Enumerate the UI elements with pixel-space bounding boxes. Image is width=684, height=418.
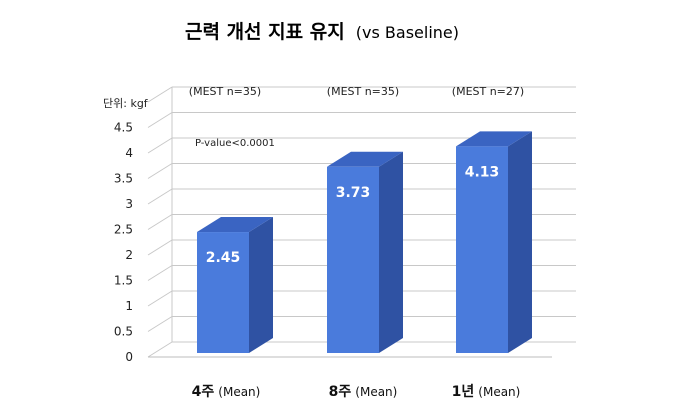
category-name: 8주 [329,384,352,400]
y-tick-label: 0.5 [114,325,133,339]
bar-top [456,131,532,147]
bar-front [197,232,249,353]
x-category-label: 8주 (Mean) [329,384,398,400]
gridline-wall [147,188,173,205]
category-suffix: (Mean) [355,385,397,399]
bars-layer: 2.45 3.73 4.13 [197,131,532,353]
chart-title-main: 근력 개선 지표 유지 [185,21,345,43]
category-name: 4주 [192,384,215,400]
category-labels: 4주 (Mean) 8주 (Mean) 1년 (Mean) [192,384,521,400]
y-tick-label: 2.5 [114,223,133,237]
gridline-wall [147,316,173,332]
sample-size-note: (MEST n=35) [189,85,261,98]
bar-side [249,217,273,353]
chart-title: 근력 개선 지표 유지 (vs Baseline) [185,21,459,43]
y-axis-ticks: 0 0.5 1 1.5 2 2.5 3 3.5 4 4.5 [114,121,133,365]
y-tick-label: 0 [125,350,133,364]
y-axis-unit-label: 단위: kgf [103,97,149,110]
y-tick-label: 1.5 [114,274,133,288]
gridline-wall [147,163,173,179]
x-category-label: 1년 (Mean) [452,384,521,400]
gridline-wall [147,341,173,358]
bar-value-label: 2.45 [206,250,241,266]
category-suffix: (Mean) [218,385,260,399]
bar-8주: 3.73 [327,151,403,353]
bar-side [379,151,403,353]
bar-front [456,146,508,353]
bar-1년: 4.13 [456,131,532,353]
y-tick-label: 1 [125,299,133,313]
sample-size-note: (MEST n=35) [327,85,399,98]
gridline-wall [147,239,173,256]
x-category-label: 4주 (Mean) [192,384,261,400]
y-tick-label: 3.5 [114,172,133,186]
category-name: 1년 [452,384,475,400]
bar-value-label: 4.13 [465,164,500,180]
bar-top [197,217,273,233]
bar-top [327,151,403,167]
gridline-wall [147,265,173,281]
y-tick-label: 4 [125,146,133,160]
bar-front [327,166,379,353]
gridline-wall [147,86,173,103]
chart-subtitle: (vs Baseline) [356,23,459,42]
bar-side [508,131,532,353]
y-tick-label: 4.5 [114,121,133,135]
p-value-annotation: P-value<0.0001 [195,138,275,149]
gridline-wall [147,137,173,154]
bar-value-label: 3.73 [336,185,371,201]
y-tick-label: 2 [125,248,133,262]
bar-4주: 2.45 [197,217,273,353]
gridline-wall [147,290,173,307]
gridline-wall [147,112,173,128]
sample-notes: (MEST n=35) (MEST n=35) (MEST n=27) [189,85,524,98]
gridline-wall [147,214,173,230]
category-suffix: (Mean) [478,385,520,399]
y-tick-label: 3 [125,197,133,211]
sample-size-note: (MEST n=27) [452,85,524,98]
